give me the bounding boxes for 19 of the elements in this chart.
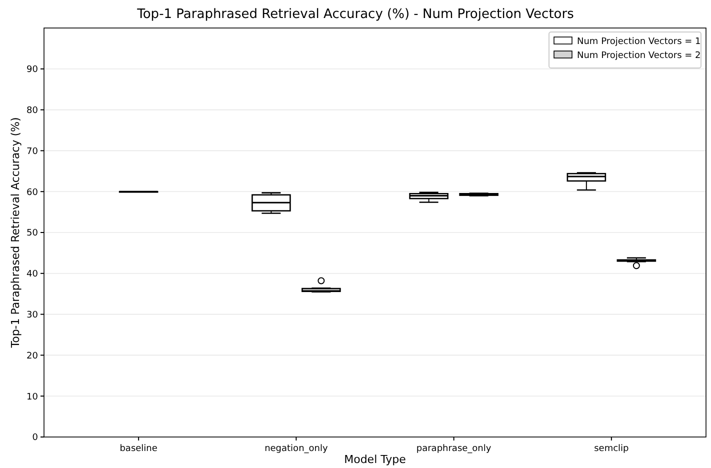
x-tick-label: baseline [120,444,158,454]
y-tick-label: 80 [26,106,38,116]
chart-title: Top-1 Paraphrased Retrieval Accuracy (%) - Num Projection Vectors [136,7,574,22]
x-tick-label: negation_only [264,444,328,454]
y-tick-label: 0 [32,433,38,444]
x-tick-label: semclip [594,444,630,454]
y-tick-label: 40 [26,270,38,280]
legend-label: Num Projection Vectors = 1 [577,37,701,48]
y-tick-label: 60 [26,188,38,198]
y-tick-label: 70 [26,146,38,157]
y-tick-label: 20 [26,351,38,362]
x-tick-label: paraphrase_only [416,444,492,454]
y-tick-label: 10 [26,392,38,402]
y-tick-label: 30 [26,310,38,320]
y-axis-title: Top-1 Paraphrased Retrieval Accuracy (%) [9,117,22,349]
y-tick-label: 50 [26,228,38,239]
x-axis-title: Model Type [344,453,406,466]
legend-label: Num Projection Vectors = 2 [577,51,701,62]
y-tick-label: 90 [26,65,38,76]
